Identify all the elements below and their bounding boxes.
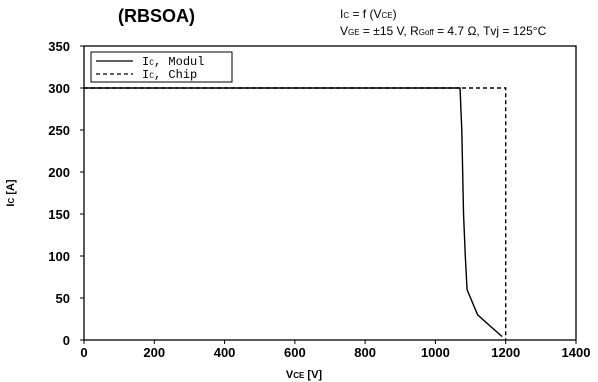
plot-area: [83, 45, 577, 341]
x-tick-label: 1400: [562, 345, 591, 360]
chart-title: (RBSOA): [118, 6, 195, 26]
y-tick-label: 300: [48, 81, 70, 96]
conditions-params: VGE = ±15 V, RGoff = 4.7 Ω, Tvj = 125°C: [340, 24, 547, 38]
y-tick-label: 350: [48, 39, 70, 54]
x-tick-label: 200: [143, 345, 165, 360]
legend: IC, Modul IC, Chip: [90, 51, 233, 83]
x-tick-label: 600: [284, 345, 306, 360]
legend-label-chip: IC, Chip: [142, 68, 197, 82]
legend-label-modul: IC, Modul: [142, 55, 204, 69]
series-ic-modul-line: [84, 87, 503, 338]
y-axis-label: IC [A]: [5, 179, 17, 207]
y-tick-label: 100: [48, 249, 70, 264]
series-ic-chip-line: [84, 87, 507, 340]
x-tick-label: 400: [214, 345, 236, 360]
y-tick-label: 150: [48, 207, 70, 222]
x-tick-label: 1200: [491, 345, 520, 360]
x-axis-label: VCE [V]: [286, 369, 323, 381]
y-tick-label: 250: [48, 123, 70, 138]
x-tick-label: 800: [354, 345, 376, 360]
x-tick-label: 1000: [421, 345, 450, 360]
conditions-function: IC = f (VCE): [340, 7, 397, 21]
x-axis-ticks: 0 200 400 600 800 1000 1200 1400: [80, 340, 590, 360]
y-axis-ticks: 0 50 100 150 200 250 300 350: [48, 39, 84, 348]
y-tick-label: 200: [48, 165, 70, 180]
x-tick-label: 0: [80, 345, 87, 360]
legend-box: [90, 51, 233, 83]
y-tick-label: 50: [56, 291, 70, 306]
y-tick-label: 0: [63, 333, 70, 348]
